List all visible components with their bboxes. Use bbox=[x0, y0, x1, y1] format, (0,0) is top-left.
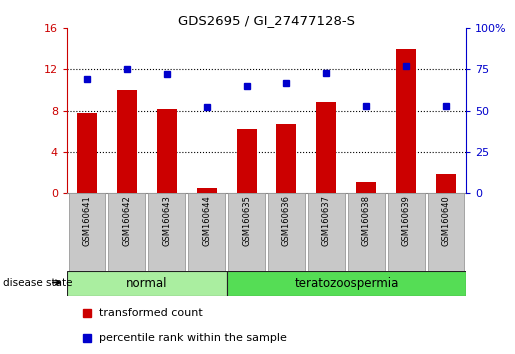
Bar bbox=[388, 193, 424, 271]
Bar bbox=[68, 193, 105, 271]
Bar bbox=[268, 193, 305, 271]
Bar bbox=[356, 182, 376, 193]
Text: GSM160637: GSM160637 bbox=[322, 195, 331, 246]
Text: GSM160636: GSM160636 bbox=[282, 195, 291, 246]
Bar bbox=[117, 90, 137, 193]
Bar bbox=[436, 175, 456, 193]
Bar bbox=[197, 188, 217, 193]
Text: GSM160640: GSM160640 bbox=[442, 195, 451, 246]
Bar bbox=[236, 129, 256, 193]
Bar bbox=[308, 193, 345, 271]
Text: GSM160639: GSM160639 bbox=[402, 195, 410, 246]
Bar bbox=[396, 49, 416, 193]
Text: normal: normal bbox=[126, 277, 167, 290]
Title: GDS2695 / GI_27477128-S: GDS2695 / GI_27477128-S bbox=[178, 14, 355, 27]
Bar bbox=[228, 193, 265, 271]
Bar bbox=[316, 102, 336, 193]
Text: GSM160644: GSM160644 bbox=[202, 195, 211, 246]
Text: GSM160641: GSM160641 bbox=[82, 195, 91, 246]
Bar bbox=[148, 193, 185, 271]
Text: GSM160638: GSM160638 bbox=[362, 195, 371, 246]
Text: GSM160642: GSM160642 bbox=[123, 195, 131, 246]
Bar bbox=[109, 193, 145, 271]
Text: percentile rank within the sample: percentile rank within the sample bbox=[99, 333, 287, 343]
Bar bbox=[77, 113, 97, 193]
Text: GSM160635: GSM160635 bbox=[242, 195, 251, 246]
Bar bbox=[227, 271, 466, 296]
Text: disease state: disease state bbox=[3, 278, 72, 288]
Bar bbox=[348, 193, 385, 271]
Text: teratozoospermia: teratozoospermia bbox=[294, 277, 399, 290]
Bar bbox=[157, 109, 177, 193]
Text: transformed count: transformed count bbox=[99, 308, 202, 318]
Bar bbox=[428, 193, 465, 271]
Bar bbox=[188, 193, 225, 271]
Bar bbox=[67, 271, 227, 296]
Text: GSM160643: GSM160643 bbox=[162, 195, 171, 246]
Bar bbox=[277, 124, 297, 193]
